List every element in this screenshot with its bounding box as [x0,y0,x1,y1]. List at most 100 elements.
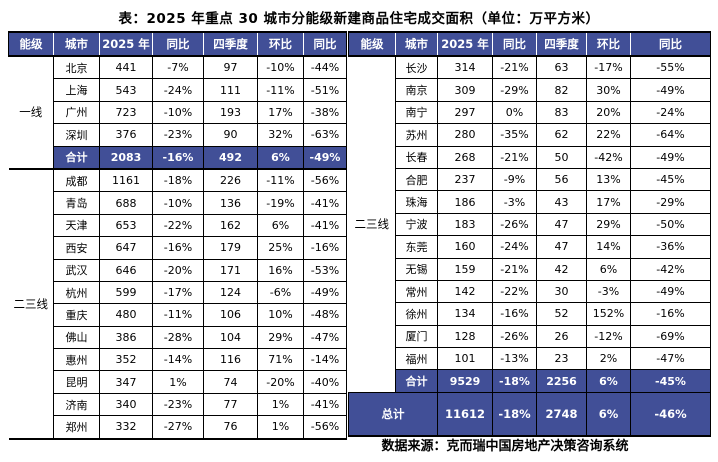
value-cell: 20% [586,100,631,125]
value-cell: 82 [536,78,587,102]
table-row: 无锡 159 -21% 42 6% -42% [349,257,711,281]
table-row: 郑州 332 -27% 76 1% -56% [9,415,347,440]
value-cell: 1% [257,392,304,417]
value-cell: 77 [203,392,258,417]
value-cell: 543 [99,78,153,102]
table-row: 西安 647 -16% 179 25% -16% [9,236,347,260]
value-cell: 646 [99,258,153,282]
value-cell: -3% [586,279,631,304]
value-cell: -10% [152,100,204,125]
col-header-tier: 能级 [348,31,396,57]
subtotal-label: 合计 [53,145,100,170]
subtotal-row-tier1: 合计 2083 -16% 492 6% -49% [9,145,347,170]
left-table: 能级 城市 2025 年 同比 四季度 环比 同比 一线 北京 441 -7% … [8,31,347,440]
value-cell: 56 [536,167,587,192]
value-cell: 29% [586,212,631,237]
value-cell: 1% [152,370,204,394]
value-cell: -63% [303,123,347,147]
value-cell: -10% [257,55,304,80]
value-cell: 386 [99,325,153,350]
value-cell: -69% [630,324,711,349]
value-cell: 47 [536,235,587,259]
city-cell: 宁波 [395,212,438,237]
value-cell: 6% [257,145,304,170]
value-cell: 1% [257,415,304,440]
value-cell: -11% [257,78,304,102]
value-cell: 25% [257,236,304,260]
value-cell: 226 [203,168,258,193]
value-cell: 314 [437,55,493,80]
table-row: 佛山 386 -28% 104 29% -47% [9,325,347,350]
value-cell: -24% [630,100,711,125]
value-cell: 47 [536,212,587,237]
value-cell: -38% [303,100,347,125]
value-cell: 136 [203,191,258,215]
value-cell: -14% [152,348,204,372]
table-row: 昆明 347 1% 74 -20% -40% [9,370,347,394]
value-cell: 30% [586,78,631,102]
value-cell: 10% [257,303,304,327]
value-cell: 152% [586,302,631,326]
value-cell: -49% [630,78,711,102]
value-cell: 688 [99,191,153,215]
value-cell: 142 [437,279,493,304]
value-cell: 480 [99,303,153,327]
table-row: 苏州 280 -35% 62 22% -64% [349,123,711,147]
value-cell: -53% [303,258,347,282]
value-cell: 6% [586,391,631,437]
value-cell: 183 [437,212,493,237]
value-cell: -50% [630,212,711,237]
value-cell: -18% [492,391,537,437]
value-cell: -56% [303,168,347,193]
city-cell: 常州 [395,279,438,304]
value-cell: -49% [630,279,711,304]
city-cell: 惠州 [53,348,100,372]
value-cell: -22% [152,213,204,238]
value-cell: 17% [586,190,631,214]
value-cell: 6% [586,257,631,281]
value-cell: 2% [586,347,631,371]
table-row: 东莞 160 -24% 47 14% -36% [349,235,711,259]
value-cell: -64% [630,123,711,147]
value-cell: 11612 [437,391,493,437]
value-cell: 237 [437,167,493,192]
city-cell: 南京 [395,78,438,102]
subtotal-row-tier23: 合计 9529 -18% 2256 6% -45% [349,369,711,393]
city-cell: 无锡 [395,257,438,281]
value-cell: -10% [152,191,204,215]
value-cell: 17% [257,100,304,125]
value-cell: 6% [586,369,631,393]
value-cell: 2083 [99,145,153,170]
table-row: 合肥 237 -9% 56 13% -45% [349,167,711,192]
city-cell: 南宁 [395,100,438,125]
value-cell: -49% [303,280,347,305]
value-cell: -3% [492,190,537,214]
value-cell: -26% [492,324,537,349]
value-cell: -42% [586,145,631,169]
value-cell: -56% [303,415,347,440]
col-header-q4: 四季度 [203,31,258,57]
table-row: 宁波 183 -26% 47 29% -50% [349,212,711,237]
value-cell: -11% [152,303,204,327]
value-cell: 83 [536,100,587,125]
value-cell: -41% [303,392,347,417]
value-cell: 71% [257,348,304,372]
value-cell: -18% [152,168,204,193]
city-cell: 济南 [53,392,100,417]
table-row: 济南 340 -23% 77 1% -41% [9,392,347,417]
value-cell: -14% [303,348,347,372]
city-cell: 郑州 [53,415,100,440]
value-cell: -6% [257,280,304,305]
col-header-2025: 2025 年 [99,31,153,57]
city-cell: 厦门 [395,324,438,349]
value-cell: 26 [536,324,587,349]
table-row: 天津 653 -22% 162 6% -41% [9,213,347,238]
value-cell: 2748 [536,391,587,437]
value-cell: 134 [437,302,493,326]
value-cell: 647 [99,236,153,260]
table-row: 珠海 186 -3% 43 17% -29% [349,190,711,214]
city-cell: 长春 [395,145,438,169]
value-cell: 50 [536,145,587,169]
grand-total-label: 总计 [348,391,438,437]
